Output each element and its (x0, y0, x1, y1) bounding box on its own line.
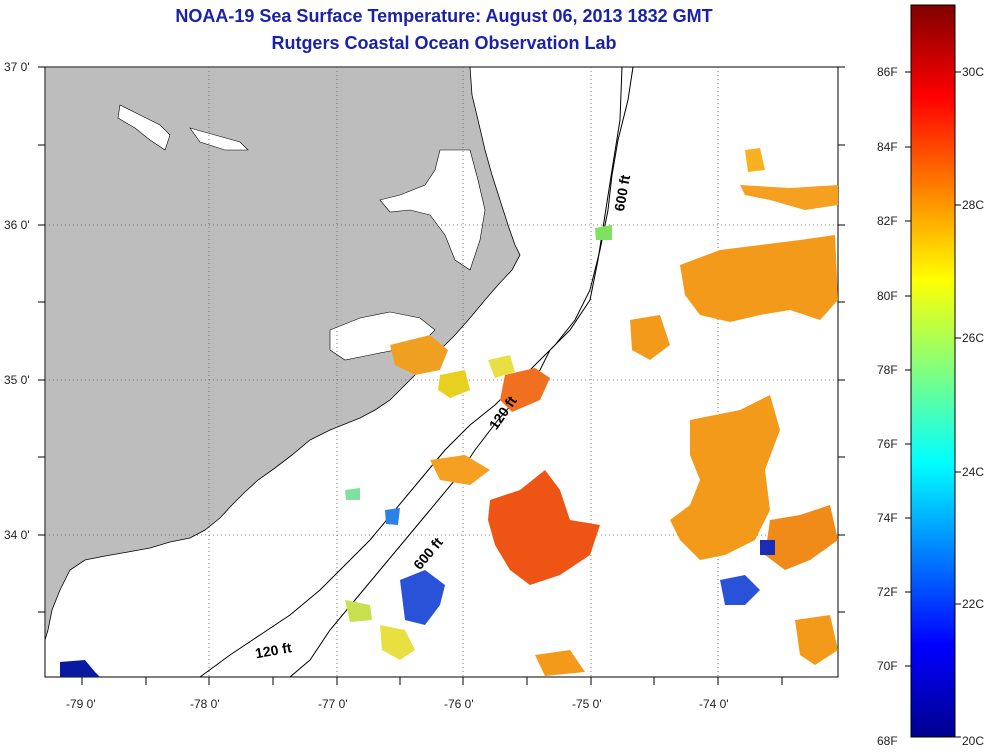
lon-label: -76 0' (444, 697, 474, 711)
colorbar-label-c: 26C (962, 331, 984, 345)
colorbar-label-c: 22C (962, 597, 984, 611)
colorbar-label-f: 84F (877, 140, 898, 154)
lake-water (189, 127, 249, 151)
colorbar-label-f: 74F (877, 511, 898, 525)
lat-label: 36 0' (4, 218, 30, 232)
sst-observations (60, 148, 838, 677)
map-title: NOAA-19 Sea Surface Temperature: August … (175, 6, 713, 26)
colorbar-label-c: 30C (962, 65, 984, 79)
colorbar-label-c: 28C (962, 198, 984, 212)
colorbar-label-f: 78F (877, 363, 898, 377)
contour-120ft (199, 66, 634, 678)
colorbar-label-f: 80F (877, 289, 898, 303)
river-water (117, 104, 171, 151)
lon-label: -77 0' (318, 697, 348, 711)
contour-label: 120 ft (254, 639, 293, 661)
colorbar-label-f: 72F (877, 585, 898, 599)
colorbar-label-f: 82F (877, 214, 898, 228)
lon-label: -79 0' (66, 697, 96, 711)
lat-label: 35 0' (4, 373, 30, 387)
map-subtitle: Rutgers Coastal Ocean Observation Lab (271, 33, 617, 53)
colorbar-label-c: 20C (962, 734, 984, 748)
colorbar-label-f: 76F (877, 437, 898, 451)
lon-label: -74 0' (699, 697, 729, 711)
lat-label: 34 0' (4, 528, 30, 542)
colorbar-label-f: 70F (877, 659, 898, 673)
colorbar-ticks (905, 71, 961, 738)
colorbar-label-f: 86F (877, 65, 898, 79)
lon-label: -78 0' (190, 697, 220, 711)
contour-label: 600 ft (611, 173, 633, 212)
lat-label: 37 0' (4, 60, 30, 74)
lon-label: -75 0' (572, 697, 602, 711)
colorbar (910, 4, 956, 738)
colorbar-label-c: 24C (962, 465, 984, 479)
axis-ticks (38, 66, 845, 685)
colorbar-label-f: 68F (877, 734, 898, 748)
